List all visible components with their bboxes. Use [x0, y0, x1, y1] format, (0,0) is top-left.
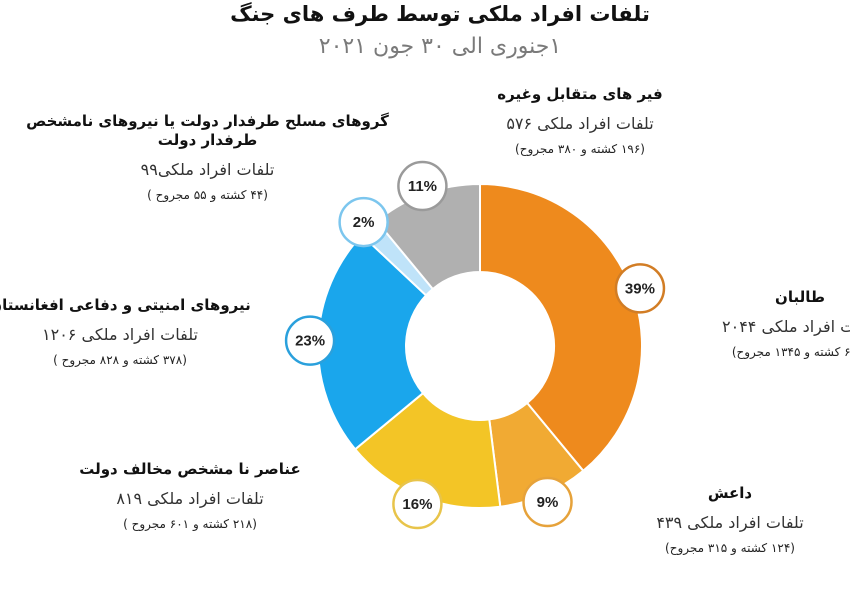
label-unknown-antigov: عناصر نا مشخص مخالف دولت تلفات افراد ملک…	[40, 460, 340, 531]
slice-unknown-antigov	[353, 391, 502, 509]
label-taliban-name: طالبان	[775, 288, 825, 306]
label-progov-groups: گروهای مسلح طرفدار دولت یا نیروهای نامشخ…	[0, 112, 415, 202]
chart-subtitle: ۱جنوری الی ۳۰ جون ۲۰۲۱	[318, 34, 562, 59]
badge-circle-crossfire	[397, 160, 448, 212]
badge-circle-isis	[522, 476, 573, 528]
badge-circle-taliban	[614, 263, 666, 314]
label-isis: داعش تلفات افراد ملکی ۴۳۹ (۱۲۴ کشته و ۳۱…	[620, 484, 840, 555]
label-afg-forces-value: تلفات افراد ملکی ۱۲۰۶	[42, 325, 198, 344]
label-isis-name: داعش	[707, 484, 753, 502]
label-afg-forces-name: نیروهای امنیتی و دفاعی افغانستان	[0, 296, 251, 314]
label-taliban-value: تلفات افراد ملکی ۲۰۴۴	[722, 317, 850, 336]
label-progov-groups-value: تلفات افراد ملکی۹۹	[140, 160, 275, 179]
label-taliban-detail: (۶۹۹ کشته و ۱۳۴۵ مجروح)	[731, 345, 850, 359]
label-isis-value: تلفات افراد ملکی ۴۳۹	[656, 513, 804, 532]
label-taliban: طالبان تلفات افراد ملکی ۲۰۴۴ (۶۹۹ کشته و…	[690, 288, 850, 359]
badge-circle-unknown-antigov	[392, 478, 443, 530]
badge-unknown-antigov: 16%	[392, 478, 443, 530]
label-progov-groups-name: گروهای مسلح طرفدار دولت یا نیروهای نامشخ…	[26, 112, 389, 149]
percent-label-progov-groups: 2%	[353, 214, 375, 231]
label-progov-groups-detail: (۴۴ کشته و ۵۵ مجروح )	[147, 188, 268, 202]
badge-afg-forces: 23%	[284, 315, 336, 366]
slice-afg-forces	[317, 233, 428, 451]
percent-label-taliban: 39%	[625, 280, 655, 297]
percent-label-crossfire: 11%	[408, 178, 437, 195]
chart-title: تلفات افراد ملکی توسط طرف های جنگ	[230, 2, 650, 26]
slice-crossfire	[375, 182, 481, 291]
label-crossfire-detail: (۱۹۶ کشته و ۳۸۰ مجروح)	[515, 142, 645, 156]
badge-circle-afg-forces	[284, 315, 336, 366]
badge-isis: 9%	[522, 476, 573, 528]
badge-crossfire: 11%	[397, 160, 448, 212]
percent-label-isis: 9%	[537, 494, 559, 511]
label-unknown-antigov-name: عناصر نا مشخص مخالف دولت	[79, 460, 301, 478]
badge-taliban: 39%	[614, 263, 666, 314]
badge-progov-groups: 2%	[338, 196, 389, 248]
label-unknown-antigov-value: تلفات افراد ملکی ۸۱۹	[116, 489, 264, 508]
label-unknown-antigov-detail: (۲۱۸ کشته و ۶۰۱ مجروح )	[123, 517, 257, 531]
percent-label-unknown-antigov: 16%	[402, 496, 432, 513]
label-crossfire: فیر های متقابل وغیره تلفات افراد ملکی ۵۷…	[470, 85, 690, 156]
label-isis-detail: (۱۲۴ کشته و ۳۱۵ مجروح)	[665, 541, 795, 555]
slice-taliban	[479, 182, 643, 473]
percent-label-afg-forces: 23%	[295, 333, 325, 350]
label-crossfire-name: فیر های متقابل وغیره	[497, 85, 663, 103]
badge-circle-progov-groups	[338, 196, 389, 248]
label-afg-forces-detail: (۳۷۸ کشته و ۸۲۸ مجروح )	[53, 353, 187, 367]
label-crossfire-value: تلفات افراد ملکی ۵۷۶	[506, 114, 654, 133]
label-afg-forces: نیروهای امنیتی و دفاعی افغانستان تلفات ا…	[0, 296, 280, 367]
